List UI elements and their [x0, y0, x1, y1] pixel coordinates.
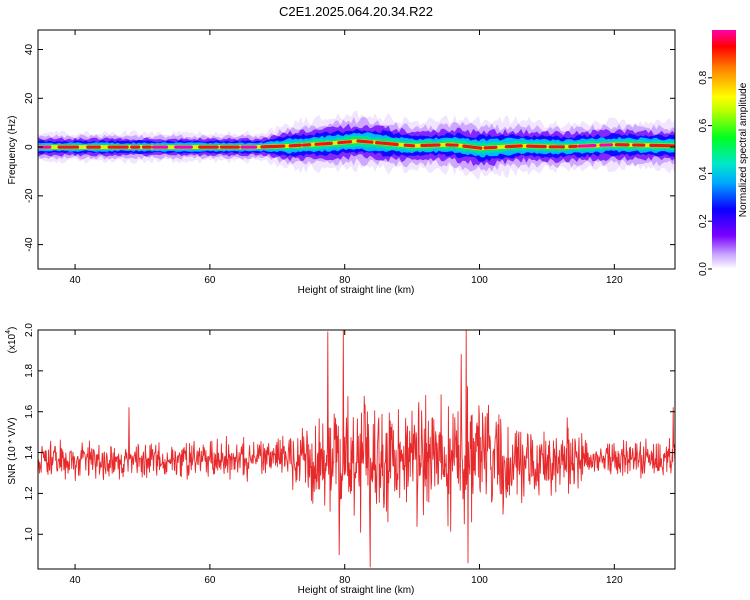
colorbar: 0.0 0.2 0.4 0.6 0.8 Normalized spectral ampl…: [698, 30, 749, 276]
snr-panel: (x104) 40 60 80 100 120 1.0 1.2 1.4 1.6 1.8 2.0 H…: [5, 323, 676, 596]
snr-y-tick-label: 1.0: [24, 527, 35, 541]
snr-scale-exponent: 4: [5, 330, 12, 334]
spectrogram-peak-segment: [462, 144, 483, 150]
snr-x-tick-label: 60: [204, 575, 216, 586]
spectrogram-y-ticks: -40 -20 0 20 40: [24, 44, 675, 252]
spectrogram-peak-segment: [483, 145, 498, 150]
snr-x-ticks: 40 60 80 100 120: [70, 330, 623, 586]
spectrogram-frame: [37, 29, 676, 270]
colorbar-gradient: [712, 30, 736, 269]
figure-title: C2E1.2025.064.20.34.R22: [279, 4, 433, 19]
spectrogram-y-tick-label: 0: [24, 144, 35, 150]
snr-y-tick-label: 1.4: [24, 445, 35, 459]
snr-y-tick-label: 1.2: [24, 486, 35, 500]
snr-scale-suffix: ): [7, 327, 18, 330]
snr-x-tick-label: 120: [606, 575, 623, 586]
snr-y-tick-label: 2.0: [24, 323, 35, 337]
snr-x-tick-label: 80: [339, 575, 351, 586]
snr-scale-prefix: (x10: [7, 333, 18, 353]
spectrogram-peak-segment: [375, 141, 399, 147]
spectrogram-peak-segment: [504, 144, 523, 149]
snr-y-ticks: 1.0 1.2 1.4 1.6 1.8 2.0: [24, 323, 675, 541]
spectrogram-x-tick-label: 100: [471, 275, 488, 286]
spectrogram-peak-segment: [260, 144, 286, 149]
spectrogram-y-label: Frequency (Hz): [7, 116, 18, 185]
spectrogram-x-tick-label: 80: [339, 275, 351, 286]
snr-y-tick-label: 1.8: [24, 363, 35, 377]
spectrogram-y-tick-label: 20: [24, 92, 35, 104]
colorbar-tick-label: 0.4: [698, 166, 709, 180]
spectrogram-y-tick-label: -20: [24, 188, 35, 203]
svg-text:(x104): (x104): [5, 327, 18, 354]
colorbar-tick-label: 0.2: [698, 214, 709, 228]
snr-series-line: [38, 330, 675, 568]
spectrogram-x-tick-label: 120: [606, 275, 623, 286]
snr-y-label: SNR (10 * V/V): [7, 417, 18, 484]
spectrogram-peak-segment: [356, 139, 374, 144]
spectrogram-peak-segment: [314, 141, 333, 146]
spectrogram-heatmap: [38, 110, 675, 181]
spectrogram-x-ticks: 40 60 80 100 120: [70, 30, 623, 286]
spectrogram-y-tick-label: 40: [24, 44, 35, 56]
colorbar-tick-label: 0.0: [698, 262, 709, 276]
colorbar-tick-label: 0.8: [698, 70, 709, 84]
colorbar-label: Normalized spectral amplitude: [738, 82, 749, 217]
snr-x-tick-label: 100: [471, 575, 488, 586]
spectrogram-x-label: Height of straight line (km): [298, 285, 415, 296]
colorbar-ticks: 0.0 0.2 0.4 0.6 0.8: [698, 70, 712, 276]
spectrogram-peak-segment: [288, 143, 303, 148]
spectrogram-panel: 40 60 80 100 120 -40 -20 0 20 40 Height of strai…: [7, 29, 676, 296]
spectrogram-peak-segment: [577, 143, 597, 148]
spectrogram-peak-segment: [337, 140, 353, 145]
snr-x-tick-label: 40: [70, 575, 82, 586]
snr-y-tick-label: 1.6: [24, 404, 35, 418]
spectrogram-x-tick-label: 40: [70, 275, 82, 286]
spectrogram-y-tick-label: -40: [24, 237, 35, 252]
snr-line-layer: [38, 330, 675, 568]
snr-scale-label: (x104): [5, 327, 18, 354]
snr-x-label: Height of straight line (km): [298, 585, 415, 596]
spectrogram-x-tick-label: 60: [204, 275, 216, 286]
spectrogram-peak-segment: [420, 143, 441, 148]
spectrogram-peak-segment: [403, 143, 416, 148]
snr-frame: [37, 329, 676, 570]
spectrogram-band-5: [38, 135, 675, 154]
spectrogram-peak-segment: [525, 144, 547, 149]
colorbar-tick-label: 0.6: [698, 118, 709, 132]
